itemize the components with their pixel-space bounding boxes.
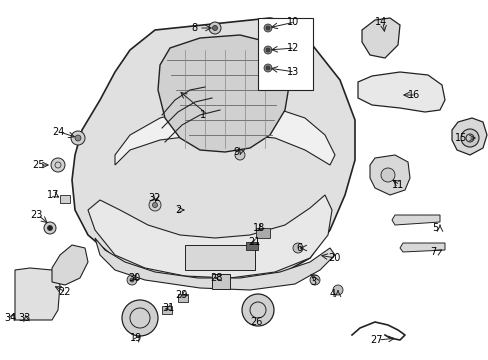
Text: 20: 20	[327, 253, 340, 263]
Text: 1: 1	[200, 110, 206, 120]
Text: 8: 8	[191, 23, 197, 33]
Text: 17: 17	[47, 190, 59, 200]
Circle shape	[332, 285, 342, 295]
Text: 3: 3	[309, 277, 315, 287]
Circle shape	[292, 243, 303, 253]
Circle shape	[152, 202, 157, 207]
Circle shape	[47, 225, 52, 230]
Text: 27: 27	[369, 335, 382, 345]
Circle shape	[264, 46, 271, 54]
Circle shape	[235, 150, 244, 160]
Text: 23: 23	[30, 210, 42, 220]
Polygon shape	[115, 105, 334, 165]
Text: 12: 12	[286, 43, 299, 53]
Circle shape	[44, 222, 56, 234]
Circle shape	[71, 131, 85, 145]
Polygon shape	[15, 268, 60, 320]
Circle shape	[265, 48, 269, 52]
Circle shape	[380, 168, 394, 182]
Polygon shape	[95, 238, 334, 290]
Text: 34: 34	[4, 313, 16, 323]
Polygon shape	[72, 18, 354, 285]
Circle shape	[212, 26, 217, 31]
Text: 29: 29	[175, 290, 187, 300]
Text: 10: 10	[286, 17, 299, 27]
Text: 30: 30	[128, 273, 140, 283]
Circle shape	[130, 278, 134, 282]
Text: 33: 33	[18, 313, 30, 323]
Bar	[212, 274, 229, 289]
Circle shape	[122, 300, 158, 336]
Circle shape	[242, 294, 273, 326]
Polygon shape	[88, 195, 331, 278]
Text: 32: 32	[148, 193, 160, 203]
Polygon shape	[52, 245, 88, 285]
Circle shape	[460, 129, 478, 147]
FancyBboxPatch shape	[258, 18, 312, 90]
Circle shape	[264, 24, 271, 32]
Circle shape	[309, 275, 319, 285]
Text: 7: 7	[429, 247, 435, 257]
Circle shape	[208, 22, 221, 34]
Text: 28: 28	[209, 273, 222, 283]
Text: 13: 13	[286, 67, 299, 77]
Circle shape	[265, 26, 269, 30]
Text: 2: 2	[175, 205, 181, 215]
Text: 18: 18	[252, 223, 264, 233]
Text: 26: 26	[249, 317, 262, 327]
Text: 11: 11	[391, 180, 404, 190]
Text: 21: 21	[247, 237, 260, 247]
Text: 24: 24	[52, 127, 64, 137]
Text: 19: 19	[130, 333, 142, 343]
Text: 31: 31	[162, 303, 174, 313]
Polygon shape	[451, 118, 486, 155]
Bar	[60, 195, 70, 203]
Text: 22: 22	[58, 287, 70, 297]
Polygon shape	[369, 155, 409, 195]
Polygon shape	[361, 18, 399, 58]
Text: 6: 6	[295, 243, 302, 253]
Circle shape	[264, 64, 271, 72]
Text: 14: 14	[374, 17, 386, 27]
Circle shape	[149, 199, 161, 211]
Bar	[178, 294, 187, 302]
Polygon shape	[357, 72, 444, 112]
Circle shape	[127, 275, 137, 285]
Text: 9: 9	[232, 147, 239, 157]
Text: 15: 15	[454, 133, 467, 143]
Bar	[162, 306, 172, 314]
Circle shape	[51, 158, 65, 172]
Text: 25: 25	[32, 160, 44, 170]
Text: 5: 5	[431, 223, 437, 233]
Bar	[256, 228, 269, 238]
Bar	[245, 242, 258, 250]
Polygon shape	[399, 243, 444, 252]
Polygon shape	[158, 35, 289, 152]
Text: 16: 16	[407, 90, 419, 100]
Circle shape	[265, 66, 269, 70]
Circle shape	[75, 135, 81, 141]
Text: 4: 4	[329, 289, 335, 299]
Polygon shape	[391, 215, 439, 225]
Polygon shape	[184, 245, 254, 270]
